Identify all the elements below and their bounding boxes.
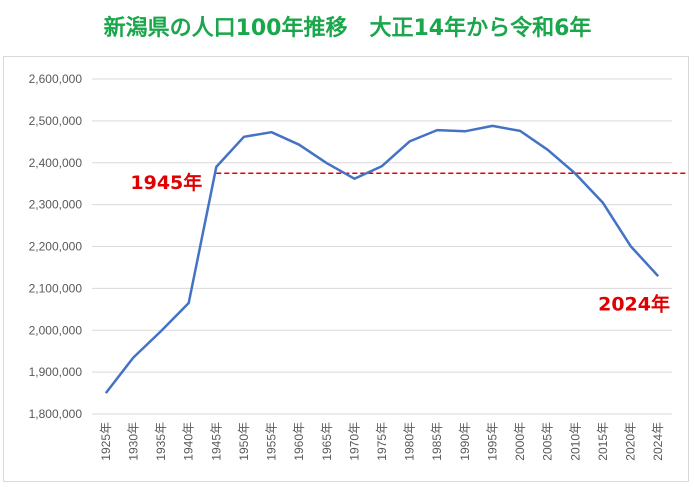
y-tick-label: 2,000,000 (29, 323, 83, 337)
gridlines (92, 78, 672, 415)
x-tick-label: 1970年 (347, 422, 361, 461)
x-tick-label: 1995年 (485, 422, 499, 461)
annotation-2024: 2024年 (598, 292, 670, 315)
x-tick-label: 2020年 (624, 422, 638, 461)
x-tick-label: 1960年 (292, 422, 306, 461)
chart-title: 新潟県の人口100年推移 大正14年から令和6年 (103, 16, 592, 41)
x-tick-label: 1925年 (99, 422, 113, 461)
series-line-population (104, 124, 660, 394)
y-tick-label: 2,600,000 (29, 72, 83, 86)
x-tick-label: 1955年 (265, 422, 279, 461)
x-tick-label: 1985年 (430, 422, 444, 461)
x-tick-label: 1950年 (237, 422, 251, 461)
chart-frame: 1,800,000 1,900,000 2,000,000 2,100,000 2,20… (3, 56, 689, 482)
y-tick-label: 2,200,000 (29, 240, 83, 254)
y-tick-label: 1,800,000 (29, 407, 83, 421)
x-tick-label: 1980年 (403, 422, 417, 461)
x-tick-label: 1930年 (126, 422, 140, 461)
x-tick-label: 2000年 (513, 422, 527, 461)
x-tick-label: 1975年 (375, 422, 389, 461)
y-tick-label: 2,400,000 (29, 156, 83, 170)
y-tick-label: 2,500,000 (29, 114, 83, 128)
x-tick-label: 1965年 (320, 422, 334, 461)
x-tick-label: 1940年 (182, 422, 196, 461)
x-tick-label: 2005年 (541, 422, 555, 461)
annotation-1945: 1945年 (130, 171, 202, 194)
x-tick-label: 2010年 (568, 422, 582, 461)
x-tick-label: 1990年 (458, 422, 472, 461)
line-chart: 1,800,000 1,900,000 2,000,000 2,100,000 2,20… (29, 72, 687, 461)
y-tick-label: 1,900,000 (29, 365, 83, 379)
x-tick-label: 2024年 (651, 422, 665, 461)
y-tick-label: 2,300,000 (29, 198, 83, 212)
x-tick-label: 1945年 (209, 422, 223, 461)
x-tick-label: 1935年 (154, 422, 168, 461)
y-tick-label: 2,100,000 (29, 281, 83, 295)
x-axis-ticks: 1925年 1930年 1935年 1940年 1945年 1950年 1955年 1960年… (99, 422, 665, 461)
x-tick-label: 2015年 (596, 422, 610, 461)
y-axis-ticks: 1,800,000 1,900,000 2,000,000 2,100,000 2,20… (29, 72, 83, 421)
